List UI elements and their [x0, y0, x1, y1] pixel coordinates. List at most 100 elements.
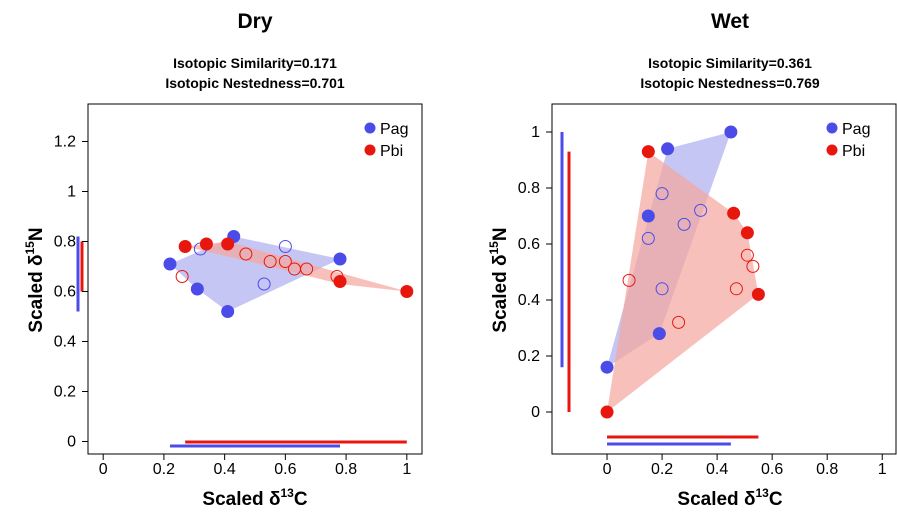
data-point-filled-pbi — [641, 145, 655, 159]
legend: Pag Pbi — [826, 121, 870, 160]
legend-label-pag: Pag — [380, 121, 408, 138]
data-point-open-pag — [641, 231, 655, 245]
data-point-filled-pag — [652, 327, 666, 341]
y-tick-label: 0.8 — [54, 234, 76, 251]
hull-pag — [170, 236, 340, 312]
data-point-filled-pbi — [221, 237, 235, 251]
x-tick-label: 0.2 — [651, 461, 673, 478]
x-tick-label: 0.6 — [274, 461, 296, 478]
x-axis-label-delta: δ — [744, 489, 756, 510]
data-point-filled-pag — [600, 360, 614, 374]
data-point-filled-pbi — [727, 206, 741, 220]
legend-marker-pbi — [826, 144, 838, 156]
hulls-layer — [607, 132, 759, 412]
data-point-filled-pag — [221, 305, 235, 318]
data-point-filled-pbi — [400, 285, 414, 298]
y-axis-label-suffix: N — [26, 227, 47, 241]
data-point-open-pbi — [263, 255, 277, 268]
plot-frame — [551, 103, 897, 455]
data-point-open-pag — [655, 282, 669, 296]
y-tick-label: 1 — [67, 184, 76, 201]
plot-frame — [87, 103, 423, 455]
legend-label-pag: Pag — [842, 121, 870, 138]
data-point-open-pag — [655, 187, 669, 201]
data-point-open-pbi — [622, 273, 636, 287]
x-tick-label: 0 — [603, 461, 612, 478]
x-tick-label: 0.8 — [335, 461, 357, 478]
ranges-layer — [76, 236, 407, 448]
x-tick-label: 0.2 — [153, 461, 175, 478]
data-point-filled-pag — [661, 142, 675, 156]
y-axis-ticks: 0 0.2 0.4 0.6 0.8 1 — [518, 124, 552, 421]
hull-pbi — [607, 151, 759, 412]
y-axis-label: Scaled δ15N — [487, 227, 511, 332]
y-tick-label: 0.4 — [518, 292, 540, 309]
x-tick-label: 0.4 — [706, 461, 728, 478]
points-layer — [163, 230, 414, 318]
y-tick-label: 0.4 — [54, 334, 76, 351]
y-tick-label: 0 — [531, 404, 540, 421]
data-point-open-pbi — [740, 248, 754, 262]
data-point-open-pag — [677, 217, 691, 231]
data-point-filled-pbi — [333, 275, 347, 288]
legend-marker-pbi — [364, 144, 376, 156]
y-axis-label-sup: 15 — [487, 241, 501, 255]
y-tick-label: 0 — [67, 434, 76, 451]
chart-subtitle-line-2: Isotopic Nestedness=0.769 — [640, 75, 820, 91]
x-axis-ticks: 0 0.2 0.4 0.6 0.8 1 — [603, 454, 887, 478]
chart-panel-dry: Dry Isotopic Similarity=0.171 Isotopic N… — [23, 10, 423, 510]
data-point-open-pbi — [300, 262, 314, 276]
data-point-filled-pag — [724, 125, 738, 139]
legend-label-pbi: Pbi — [380, 143, 403, 160]
data-point-filled-pag — [641, 209, 655, 223]
y-axis-ticks: 0 0.2 0.4 0.6 0.8 1 1.2 — [54, 134, 88, 451]
x-tick-label: 0 — [99, 461, 108, 478]
y-tick-label: 0.2 — [54, 384, 76, 401]
y-axis-label: Scaled δ15N — [23, 227, 47, 332]
y-axis-label-prefix: Scaled — [26, 266, 47, 333]
data-point-filled-pbi — [600, 405, 614, 419]
data-point-open-pbi — [729, 282, 743, 296]
data-point-open-pbi — [278, 255, 292, 268]
x-axis-label-sup: 13 — [755, 486, 769, 500]
y-axis-label-delta: δ — [490, 255, 511, 267]
x-axis-label-sup: 13 — [280, 486, 294, 500]
x-axis-label-delta: δ — [269, 489, 281, 510]
hulls-layer — [170, 236, 407, 312]
y-tick-label: 0.2 — [518, 348, 540, 365]
legend-marker-pag — [364, 122, 376, 134]
x-axis-label: Scaled δ13C — [202, 486, 307, 510]
data-point-open-pag — [257, 277, 271, 291]
x-tick-label: 0.8 — [816, 461, 838, 478]
y-axis-label-prefix: Scaled — [490, 266, 511, 333]
chart-subtitle-line-1: Isotopic Similarity=0.361 — [648, 55, 812, 71]
y-axis-label-sup: 15 — [23, 241, 37, 255]
legend-label-pbi: Pbi — [842, 143, 865, 160]
chart-subtitle-line-2: Isotopic Nestedness=0.701 — [165, 75, 345, 91]
points-layer — [600, 125, 765, 419]
x-axis-ticks: 0 0.2 0.4 0.6 0.8 1 — [99, 454, 411, 478]
y-tick-label: 0.6 — [54, 284, 76, 301]
data-point-open-pag — [694, 203, 708, 217]
x-axis-label-prefix: Scaled — [202, 489, 269, 510]
hull-pbi — [185, 241, 407, 292]
x-axis-label-suffix: C — [294, 489, 308, 510]
data-point-filled-pbi — [199, 237, 213, 251]
legend: Pag Pbi — [364, 121, 408, 160]
data-point-open-pbi — [175, 270, 189, 283]
y-axis-label-delta: δ — [26, 255, 47, 267]
data-point-filled-pbi — [740, 226, 754, 240]
x-tick-label: 0.6 — [761, 461, 783, 478]
data-point-filled-pag — [190, 282, 204, 296]
chart-panel-wet: Wet Isotopic Similarity=0.361 Isotopic N… — [487, 10, 897, 510]
data-point-filled-pbi — [751, 287, 765, 301]
chart-subtitle-line-1: Isotopic Similarity=0.171 — [173, 55, 337, 71]
x-tick-label: 0.4 — [214, 461, 236, 478]
y-tick-label: 1 — [531, 124, 540, 141]
x-tick-label: 1 — [878, 461, 887, 478]
data-point-open-pbi — [672, 315, 686, 329]
y-axis-label-suffix: N — [490, 227, 511, 241]
legend-marker-pag — [826, 122, 838, 134]
data-point-open-pag — [278, 240, 292, 253]
